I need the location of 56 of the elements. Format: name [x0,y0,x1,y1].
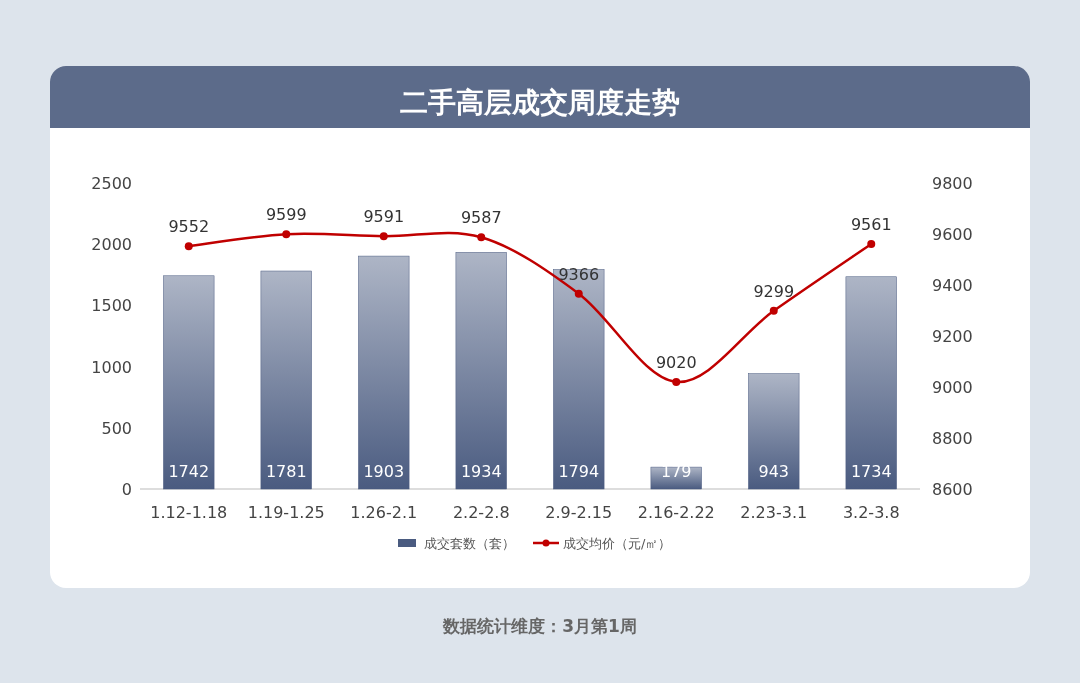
bar [260,270,312,490]
point [477,233,486,242]
data-label: 1794 [558,462,600,481]
y2-tick-label: 9600 [932,225,973,244]
y2-tick-label: 9400 [932,276,973,295]
bar [650,466,702,490]
y2-tick-label: 9200 [932,327,973,346]
point [672,377,681,386]
data-label: 9561 [850,214,892,234]
y-tick-label: 1500 [91,296,132,316]
x-tick-label: 2.16-2.22 [637,503,715,522]
data-label: 9552 [168,217,210,237]
data-label: 943 [758,462,790,481]
y-tick-label: 0 [121,480,132,499]
bar [748,373,800,490]
x-tick-label: 2.9-2.15 [545,503,613,522]
data-label: 1742 [168,462,210,481]
text: 数据统计维度：3月第1周 [442,616,637,636]
y-tick-label: 2000 [91,235,132,255]
legend-label: 成交均价（元/㎡） [563,536,672,551]
x-tick-label: 1.12-1.18 [150,503,228,522]
y2-tick-label: 8600 [932,480,973,499]
chart-title: 二手高层成交周度走势 [400,86,680,119]
y2-tick-label: 8800 [932,429,973,448]
point [867,239,876,248]
bar [163,275,215,490]
y2-tick-label: 9000 [932,378,973,397]
x-tick-label: 3.2-3.8 [842,503,900,522]
data-label: 9591 [363,207,405,227]
data-label: 9299 [753,281,795,301]
data-label: 1734 [850,462,892,481]
bar [845,276,897,490]
x-tick-label: 2.23-3.1 [740,503,808,522]
y-tick-label: 1000 [91,357,132,377]
point [574,289,583,298]
x-tick-label: 1.26-2.1 [350,503,418,522]
bar [553,269,605,490]
point [769,306,778,315]
y-tick-label: 2500 [91,174,132,193]
data-label: 1903 [363,462,405,481]
bar [358,255,410,490]
legend-label: 成交套数（套） [424,536,515,551]
data-label: 1781 [265,462,307,481]
bar [455,252,507,490]
data-label: 9366 [558,264,600,284]
data-label: 9587 [460,208,502,228]
data-label: 9599 [265,205,307,225]
data-label: 9020 [655,352,697,372]
point [379,232,388,241]
point [282,230,291,239]
y-tick-label: 500 [101,418,132,438]
data-label: 1934 [460,462,502,481]
x-tick-label: 2.2-2.8 [452,503,510,522]
point [184,242,193,251]
y2-tick-label: 9800 [932,174,973,193]
x-tick-label: 1.19-1.25 [247,503,325,522]
